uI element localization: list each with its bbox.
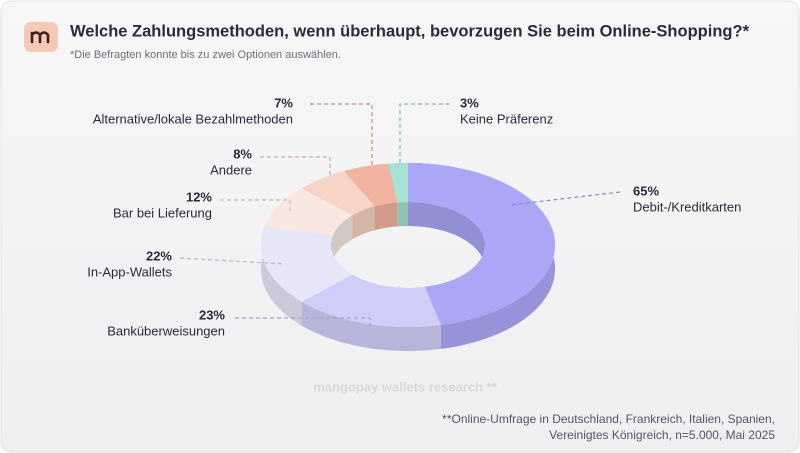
slice-inner-wall xyxy=(332,215,353,260)
slice xyxy=(261,226,353,302)
leader-line xyxy=(260,156,331,178)
leader-line xyxy=(179,257,286,265)
category-label: Banküberweisungen xyxy=(107,323,225,338)
slice-inner-wall xyxy=(397,202,408,227)
category-label: Debit-/Kreditkarten xyxy=(633,199,741,214)
value-label: 8% xyxy=(233,146,252,161)
footnote: Vereinigtes Königreich, n=5.000, Mai 202… xyxy=(549,428,775,442)
value-label: 22% xyxy=(146,248,172,263)
slice-inner-wall xyxy=(374,202,398,231)
slice xyxy=(388,163,408,203)
leader-line xyxy=(220,199,291,214)
logo-mark xyxy=(30,31,50,44)
category-label: Alternative/lokale Bezahlmethoden xyxy=(93,111,293,126)
subtitle: *Die Befragten konnte bis zu zwei Option… xyxy=(70,49,341,61)
value-label: 3% xyxy=(460,95,479,110)
leader-line xyxy=(235,317,371,328)
value-label: 7% xyxy=(274,95,293,110)
footnote: **Online-Umfrage in Deutschland, Frankre… xyxy=(442,412,775,426)
value-label: 23% xyxy=(199,307,225,322)
value-label: 12% xyxy=(186,189,212,204)
value-label: 65% xyxy=(633,183,659,198)
leader-line xyxy=(399,103,450,166)
watermark: mangopay wallets research ** xyxy=(313,379,497,394)
slice xyxy=(408,163,555,325)
category-label: Keine Präferenz xyxy=(460,111,553,126)
category-label: Bar bei Lieferung xyxy=(113,205,212,220)
slice-outer-wall xyxy=(261,226,302,326)
slice xyxy=(301,274,441,327)
slice-outer-wall xyxy=(301,301,441,351)
category-label: In-App-Wallets xyxy=(87,264,172,279)
slice xyxy=(344,163,398,207)
slice-inner-wall xyxy=(352,206,375,240)
leader-line xyxy=(509,191,621,206)
slice xyxy=(301,171,375,216)
chart-title: Welche Zahlungsmethoden, wenn überhaupt,… xyxy=(70,22,750,40)
category-label: Andere xyxy=(210,162,252,177)
